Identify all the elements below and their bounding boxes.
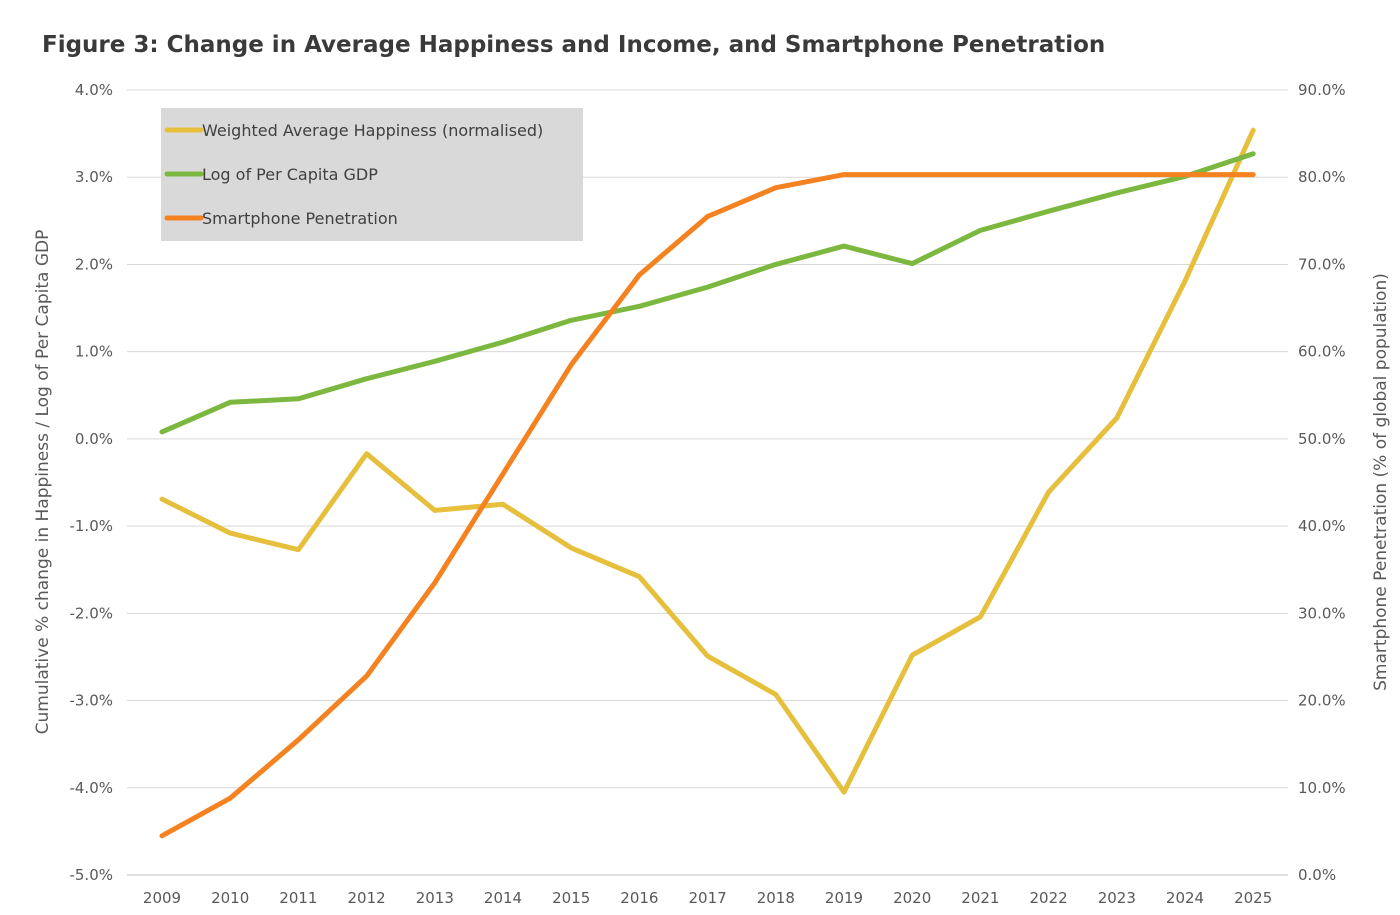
left-tick-label: 2.0%: [75, 255, 113, 273]
left-tick-label: -4.0%: [69, 779, 113, 797]
chart-title: Figure 3: Change in Average Happiness an…: [42, 32, 1105, 58]
left-tick-label: 1.0%: [75, 343, 113, 361]
left-tick-label: 0.0%: [75, 430, 113, 448]
right-tick-label: 40.0%: [1298, 517, 1346, 535]
right-tick-label: 50.0%: [1298, 430, 1346, 448]
right-tick-label: 0.0%: [1298, 866, 1336, 884]
left-tick-label: -3.0%: [69, 692, 113, 710]
right-axis-title: Smartphone Penetration (% of global popu…: [1371, 273, 1391, 691]
right-tick-label: 30.0%: [1298, 604, 1346, 622]
legend: Weighted Average Happiness (normalised) L…: [161, 108, 583, 241]
x-tick-label: 2015: [552, 889, 590, 907]
x-tick-label: 2016: [620, 889, 658, 907]
legend-label: Smartphone Penetration: [202, 209, 398, 228]
x-tick-label: 2021: [961, 889, 999, 907]
left-tick-label: -5.0%: [69, 866, 113, 884]
right-tick-label: 90.0%: [1298, 81, 1346, 99]
series-line-3: [159, 172, 1256, 839]
legend-background: [161, 108, 583, 241]
x-tick-label: 2022: [1030, 889, 1068, 907]
x-tick-label: 2014: [484, 889, 522, 907]
x-tick-label: 2020: [893, 889, 931, 907]
right-axis-ticks: 90.0% 80.0% 70.0% 60.0% 50.0% 40.0% 30.0% 20.0%…: [1298, 81, 1346, 884]
x-tick-label: 2012: [348, 889, 386, 907]
series-line-2: [159, 151, 1256, 435]
x-tick-label: 2019: [825, 889, 863, 907]
series-line-1: [159, 127, 1256, 795]
x-tick-label: 2013: [416, 889, 454, 907]
left-tick-label: 3.0%: [75, 168, 113, 186]
x-tick-label: 2023: [1098, 889, 1136, 907]
left-tick-label: -2.0%: [69, 604, 113, 622]
legend-label: Log of Per Capita GDP: [202, 165, 378, 184]
left-axis-ticks: 4.0% 3.0% 2.0% 1.0% 0.0% -1.0% -2.0% -3.0% -4.0%…: [69, 81, 113, 884]
right-tick-label: 60.0%: [1298, 343, 1346, 361]
right-tick-label: 10.0%: [1298, 779, 1346, 797]
right-tick-label: 70.0%: [1298, 255, 1346, 273]
left-axis-title: Cumulative % change in Happiness / Log o…: [33, 230, 53, 735]
x-tick-label: 2025: [1234, 889, 1272, 907]
x-tick-label: 2018: [757, 889, 795, 907]
x-tick-label: 2024: [1166, 889, 1204, 907]
right-tick-label: 80.0%: [1298, 168, 1346, 186]
x-tick-label: 2017: [689, 889, 727, 907]
series-lines: [159, 127, 1256, 839]
x-tick-label: 2009: [143, 889, 181, 907]
x-tick-label: 2011: [279, 889, 317, 907]
x-tick-label: 2010: [211, 889, 249, 907]
left-tick-label: 4.0%: [75, 81, 113, 99]
left-tick-label: -1.0%: [69, 517, 113, 535]
right-tick-label: 20.0%: [1298, 692, 1346, 710]
x-axis-ticks: 2009 2010 2011 2012 2013 2014 2015 2016 2017 2018…: [143, 889, 1272, 907]
legend-label: Weighted Average Happiness (normalised): [202, 121, 543, 140]
